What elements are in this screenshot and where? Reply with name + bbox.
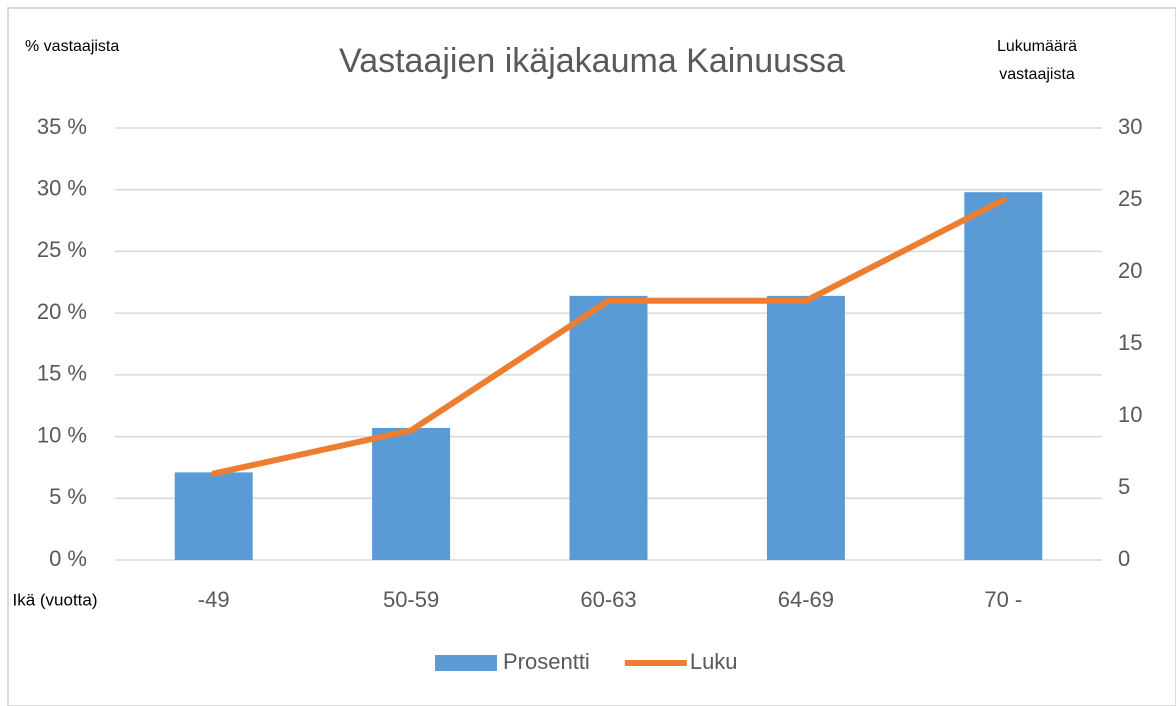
- y2-axis-label: Lukumäärä: [997, 38, 1077, 55]
- y2-tick-label: 25: [1118, 186, 1142, 211]
- y2-tick-label: 0: [1118, 546, 1130, 571]
- x-tick-label: -49: [198, 587, 230, 612]
- y-tick-label: 35 %: [37, 114, 87, 139]
- bar: [372, 427, 451, 560]
- line: [210, 197, 1007, 477]
- y-tick-label: 15 %: [37, 361, 87, 386]
- bar: [569, 295, 648, 560]
- legend-label: Prosentti: [503, 649, 590, 674]
- bar: [174, 472, 253, 560]
- x-tick-label: 50-59: [383, 587, 439, 612]
- y2-tick-label: 30: [1118, 114, 1142, 139]
- y-axis-label: % vastaajista: [25, 38, 119, 55]
- x-tick-label: 60-63: [580, 587, 636, 612]
- bar: [766, 295, 845, 560]
- x-axis-label: Ikä (vuotta): [12, 590, 97, 609]
- chart-title: Vastaajien ikäjakauma Kainuussa: [339, 42, 845, 80]
- bar: [964, 192, 1043, 560]
- y-tick-label: 10 %: [37, 422, 87, 447]
- y2-tick-label: 10: [1118, 402, 1142, 427]
- x-tick-label: 64-69: [778, 587, 834, 612]
- y2-tick-label: 5: [1118, 474, 1130, 499]
- legend-swatch: [435, 655, 497, 671]
- legend-label: Luku: [690, 649, 738, 674]
- y2-tick-label: 15: [1118, 330, 1142, 355]
- x-tick-label: 70 -: [984, 587, 1022, 612]
- y-tick-label: 0 %: [49, 546, 87, 571]
- y2-axis-label: vastaajista: [999, 66, 1075, 83]
- y-tick-label: 5 %: [49, 484, 87, 509]
- y-tick-label: 25 %: [37, 237, 87, 262]
- y2-tick-label: 20: [1118, 258, 1142, 283]
- y-tick-label: 20 %: [37, 299, 87, 324]
- y-tick-label: 30 %: [37, 176, 87, 201]
